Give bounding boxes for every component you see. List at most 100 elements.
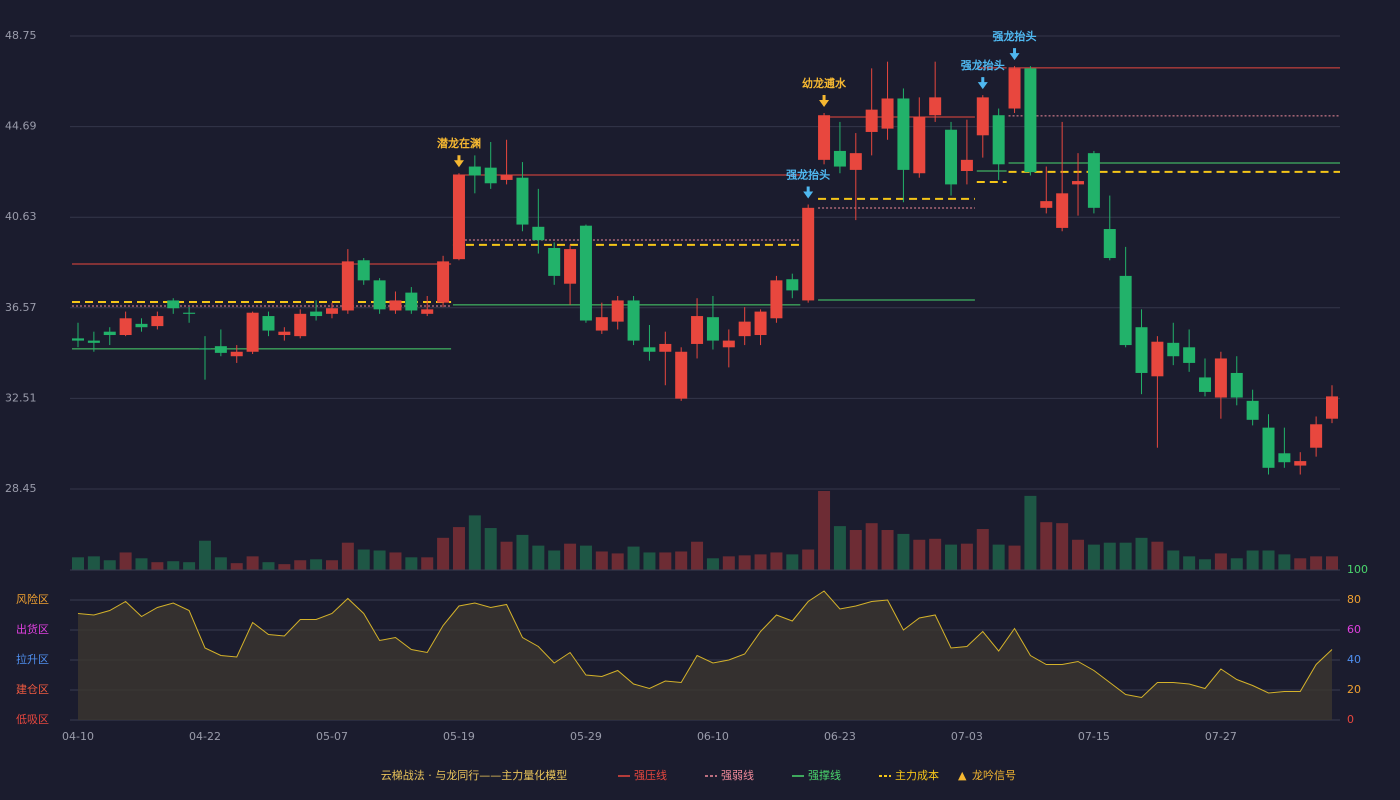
volume-bar: [738, 555, 751, 570]
volume-bar: [1230, 558, 1243, 570]
volume-bar: [595, 551, 608, 570]
volume-bar: [516, 534, 529, 570]
x-tick-label: 05-07: [316, 730, 348, 743]
signal-label: 潜龙在渊: [437, 136, 481, 150]
candle-body: [897, 98, 910, 170]
x-tick-label: 04-22: [189, 730, 221, 743]
legend-label: 强弱线: [721, 768, 754, 782]
volume-bar: [579, 545, 592, 570]
volume-bar: [1246, 550, 1259, 570]
candle-body: [849, 153, 862, 170]
volume-bar: [325, 560, 338, 570]
candle-body: [405, 292, 418, 311]
volume-bar: [532, 545, 545, 570]
x-tick-label: 05-29: [570, 730, 602, 743]
volume-bar: [786, 554, 799, 570]
volume-bar: [500, 541, 513, 570]
volume-bar: [913, 539, 926, 570]
volume-bar: [897, 533, 910, 570]
volume-bar: [643, 552, 656, 570]
candle-body: [992, 115, 1005, 165]
volume-bar: [945, 544, 958, 570]
volume-bar: [564, 543, 577, 570]
volume-bar: [294, 560, 307, 570]
candle-body: [976, 97, 989, 136]
candle-body: [357, 260, 370, 281]
candle-body: [770, 280, 783, 319]
candle-body: [754, 311, 767, 336]
candle-body: [913, 117, 926, 174]
candle-body: [135, 323, 148, 328]
candle-body: [1087, 153, 1100, 208]
volume-bar: [437, 537, 450, 570]
candle-body: [452, 175, 465, 260]
signal-arrow: [977, 77, 988, 90]
volume-bar: [1087, 544, 1100, 570]
candle-body: [706, 317, 719, 341]
volume-bar: [421, 557, 434, 570]
candle-body: [1056, 193, 1069, 228]
volume-bar: [278, 564, 291, 570]
volume-bar: [548, 550, 561, 570]
candle-body: [722, 340, 735, 348]
legend-label: 主力成本: [895, 768, 939, 782]
candle-body: [437, 261, 450, 303]
volume-bar: [770, 552, 783, 570]
candle-body: [595, 317, 608, 331]
y-tick-label: 48.75: [5, 29, 37, 42]
candle-body: [1214, 358, 1227, 398]
y2-tick-label: 60: [1347, 623, 1361, 636]
zone-label: 低吸区: [16, 713, 49, 726]
candle-body: [1008, 68, 1021, 109]
candle-body: [167, 300, 180, 309]
volume-bar: [373, 550, 386, 570]
volume-bar: [103, 560, 116, 570]
signal-label: 强龙抬头: [961, 58, 1005, 72]
signal-arrow: [453, 155, 464, 168]
volume-bar: [1199, 559, 1212, 570]
candle-body: [611, 300, 624, 322]
legend-label: 强压线: [634, 768, 667, 782]
volume-bar: [1326, 556, 1338, 570]
candle-body: [659, 343, 672, 352]
volume-bar: [1294, 558, 1307, 570]
candle-body: [1072, 181, 1085, 185]
signal-arrow: [1009, 48, 1020, 61]
candle-body: [500, 175, 513, 180]
signal-label: 强龙抬头: [786, 167, 830, 181]
candle-body: [929, 97, 942, 116]
x-tick-label: 06-10: [697, 730, 729, 743]
candle-body: [833, 150, 846, 167]
candle-body: [1135, 327, 1148, 373]
volume-bar: [881, 530, 894, 570]
volume-bar: [849, 530, 862, 570]
candle-body: [278, 331, 291, 336]
candle-body: [627, 300, 640, 341]
volume-bar: [1167, 550, 1180, 570]
candle-body: [484, 167, 497, 184]
candle-body: [294, 313, 307, 337]
candle-body: [1119, 275, 1132, 346]
x-tick-label: 07-27: [1205, 730, 1237, 743]
candle-body: [87, 340, 100, 343]
candle-body: [1040, 201, 1053, 208]
volume-bar: [183, 562, 196, 570]
volume-bar: [818, 491, 831, 570]
volume-bar: [1040, 522, 1053, 570]
candle-body: [802, 207, 815, 301]
volume-bar: [865, 523, 878, 570]
signal-label: 幼龙逋水: [802, 76, 847, 90]
candle-body: [183, 312, 196, 314]
candle-body: [818, 115, 831, 160]
candle-body: [325, 308, 338, 314]
signal-label: 强龙抬头: [993, 29, 1037, 43]
y-tick-label: 40.63: [5, 210, 37, 223]
volume-bar: [1103, 542, 1116, 570]
candle-body: [119, 318, 132, 336]
x-tick-label: 04-10: [62, 730, 94, 743]
candle-body: [341, 261, 354, 311]
signal-arrow: [819, 94, 830, 107]
zone-label: 出货区: [16, 622, 49, 636]
candle-body: [738, 321, 751, 337]
